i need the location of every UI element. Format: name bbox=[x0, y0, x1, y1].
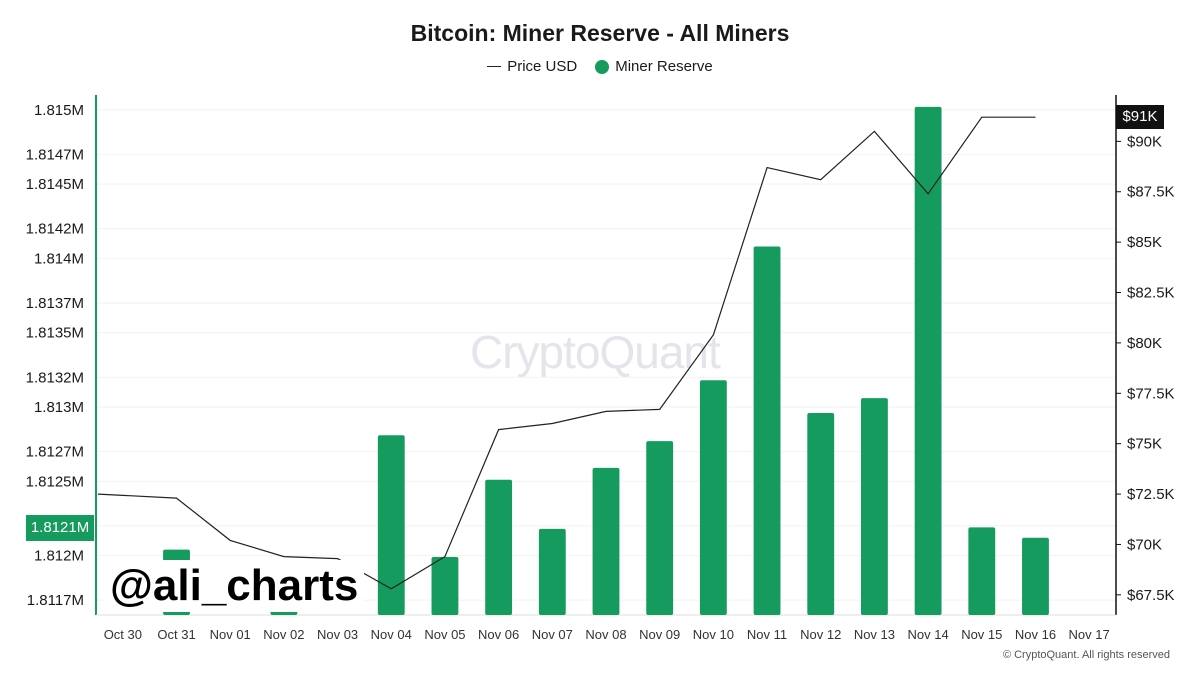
copyright-text: © CryptoQuant. All rights reserved bbox=[1002, 649, 1170, 661]
bar-miner-reserve bbox=[968, 527, 996, 615]
y-right-tick-label: $72.5K bbox=[1127, 486, 1175, 503]
price-line bbox=[97, 116, 1036, 590]
bar-miner-reserve bbox=[646, 441, 674, 615]
y-right-tick-label: $77.5K bbox=[1127, 385, 1175, 402]
x-tick-label: Oct 30 bbox=[104, 627, 142, 642]
y-left-tick-label: 1.8137M bbox=[26, 295, 84, 312]
bar-miner-reserve bbox=[861, 398, 888, 615]
x-tick-label: Nov 12 bbox=[800, 627, 841, 642]
dot-swatch-icon bbox=[595, 59, 610, 74]
bar-miner-reserve bbox=[753, 246, 781, 616]
chart-legend: Price USD Miner Reserve bbox=[0, 58, 1200, 75]
x-tick-label: Nov 02 bbox=[263, 627, 304, 642]
x-tick-label: Nov 05 bbox=[424, 627, 465, 642]
current-reserve-badge: 1.8121M bbox=[26, 515, 94, 541]
x-tick-label: Oct 31 bbox=[157, 627, 195, 642]
bar-miner-reserve bbox=[431, 557, 459, 615]
current-price-badge: $91K bbox=[1116, 105, 1164, 129]
bar-miner-reserve bbox=[538, 528, 566, 615]
y-left-tick-label: 1.8145M bbox=[26, 176, 84, 193]
y-right-tick-label: $75K bbox=[1127, 436, 1162, 453]
y-left-tick-label: 1.8117M bbox=[27, 592, 84, 609]
x-tick-label: Nov 17 bbox=[1069, 627, 1110, 642]
y-left-tick-label: 1.8132M bbox=[26, 369, 84, 386]
bar-miner-reserve bbox=[699, 380, 727, 615]
y-left-tick-label: 1.8142M bbox=[26, 221, 84, 238]
legend-label-price: Price USD bbox=[507, 58, 578, 75]
x-tick-label: Nov 15 bbox=[961, 627, 1002, 642]
y-right-tick-label: $90K bbox=[1127, 133, 1162, 150]
x-tick-label: Nov 10 bbox=[693, 627, 734, 642]
x-tick-label: Nov 04 bbox=[371, 627, 412, 642]
y-left-tick-label: 1.812M bbox=[34, 548, 84, 565]
legend-label-reserve: Miner Reserve bbox=[615, 58, 713, 75]
x-tick-label: Nov 16 bbox=[1015, 627, 1056, 642]
bar-miner-reserve bbox=[1022, 537, 1049, 615]
y-left-tick-label: 1.8147M bbox=[26, 146, 84, 163]
chart-title: Bitcoin: Miner Reserve - All Miners bbox=[410, 20, 790, 46]
y-left-tick-label: 1.814M bbox=[34, 250, 84, 267]
x-tick-label: Nov 08 bbox=[585, 627, 626, 642]
y-right-tick-label: $80K bbox=[1127, 335, 1162, 352]
x-tick-label: Nov 13 bbox=[854, 627, 895, 642]
y-right-tick-label: $85K bbox=[1127, 234, 1162, 251]
y-left-tick-label: 1.8127M bbox=[26, 444, 84, 461]
x-tick-label: Nov 01 bbox=[210, 627, 251, 642]
x-tick-label: Nov 03 bbox=[317, 627, 358, 642]
x-tick-label: Nov 07 bbox=[532, 627, 573, 642]
y-right-tick-label: $82.5K bbox=[1127, 285, 1175, 302]
y-right-tick-label: $70K bbox=[1127, 536, 1162, 553]
x-tick-label: Nov 09 bbox=[639, 627, 680, 642]
x-tick-label: Nov 11 bbox=[747, 627, 787, 642]
y-right-tick-label: $67.5K bbox=[1127, 587, 1175, 604]
bar-miner-reserve bbox=[592, 467, 620, 615]
bar-miner-reserve bbox=[377, 435, 405, 615]
watermark: CryptoQuant bbox=[470, 326, 721, 378]
author-handle: @ali_charts bbox=[104, 560, 365, 612]
x-tick-label: Nov 06 bbox=[478, 627, 519, 642]
legend-item-reserve[interactable]: Miner Reserve bbox=[595, 58, 713, 75]
legend-item-price[interactable]: Price USD bbox=[487, 58, 577, 75]
bar-miner-reserve bbox=[485, 479, 513, 615]
x-tick-label: Nov 14 bbox=[908, 627, 949, 642]
line-swatch-icon bbox=[487, 65, 502, 68]
bar-miner-reserve bbox=[914, 106, 942, 615]
y-left-tick-label: 1.815M bbox=[34, 102, 84, 119]
y-right-tick-label: $87.5K bbox=[1127, 184, 1175, 201]
y-left-tick-label: 1.8125M bbox=[26, 473, 84, 490]
y-left-tick-label: 1.813M bbox=[34, 399, 84, 416]
bar-miner-reserve bbox=[807, 412, 835, 615]
y-left-tick-label: 1.8135M bbox=[26, 325, 84, 342]
